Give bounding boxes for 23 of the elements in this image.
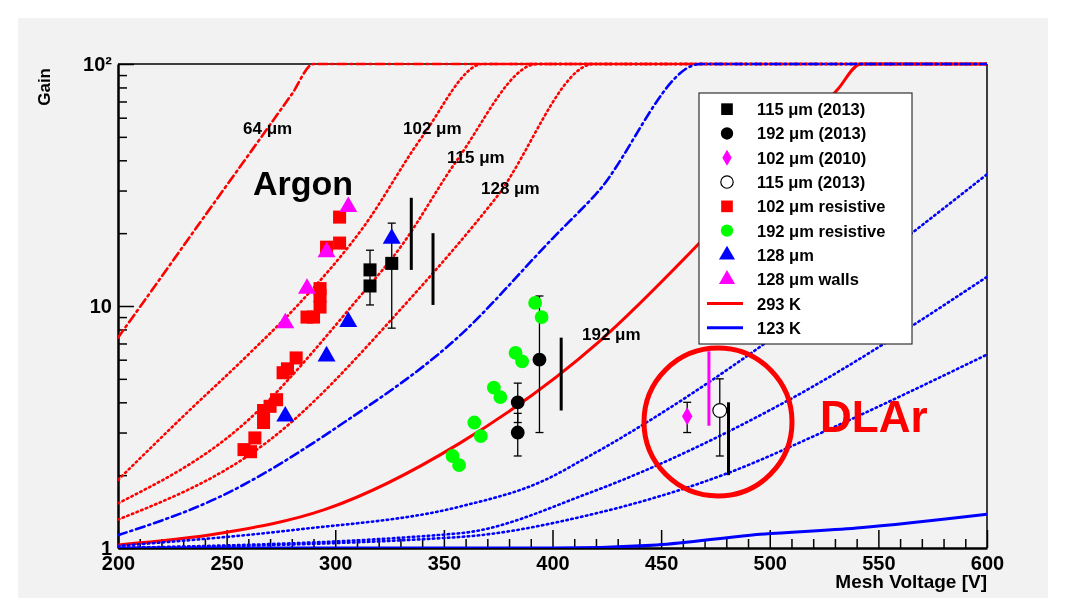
x-tick-label: 400 (536, 552, 570, 575)
annotation: Argon (253, 163, 354, 202)
annotation: 128 μm (481, 179, 540, 199)
legend-label: 192 μm resistive (757, 221, 886, 240)
x-tick-label: 500 (753, 552, 787, 575)
legend-label: 128 μm walls (757, 270, 859, 289)
legend-label: 128 μm (757, 245, 814, 264)
legend-label: 115 μm (2013) (757, 100, 866, 119)
legend-label: 192 μm (2013) (757, 124, 867, 143)
legend-label: 102 μm (2010) (757, 148, 867, 167)
annotation: 64 μm (243, 119, 293, 139)
x-tick-label: 350 (427, 552, 462, 575)
legend-label: 123 K (757, 318, 802, 337)
legend-label: 102 μm resistive (757, 197, 886, 216)
legend-label: 115 μm (2013) (757, 173, 866, 192)
x-tick-label: 250 (210, 552, 244, 575)
y-tick-label: 10² (83, 52, 113, 75)
x-tick-label: 450 (644, 552, 679, 575)
x-tick-label: 300 (319, 552, 353, 575)
legend-label: 293 K (757, 294, 802, 313)
y-axis-title: Gain (35, 68, 54, 106)
annotation: 102 μm (403, 119, 462, 139)
y-tick-label: 10 (89, 294, 112, 317)
